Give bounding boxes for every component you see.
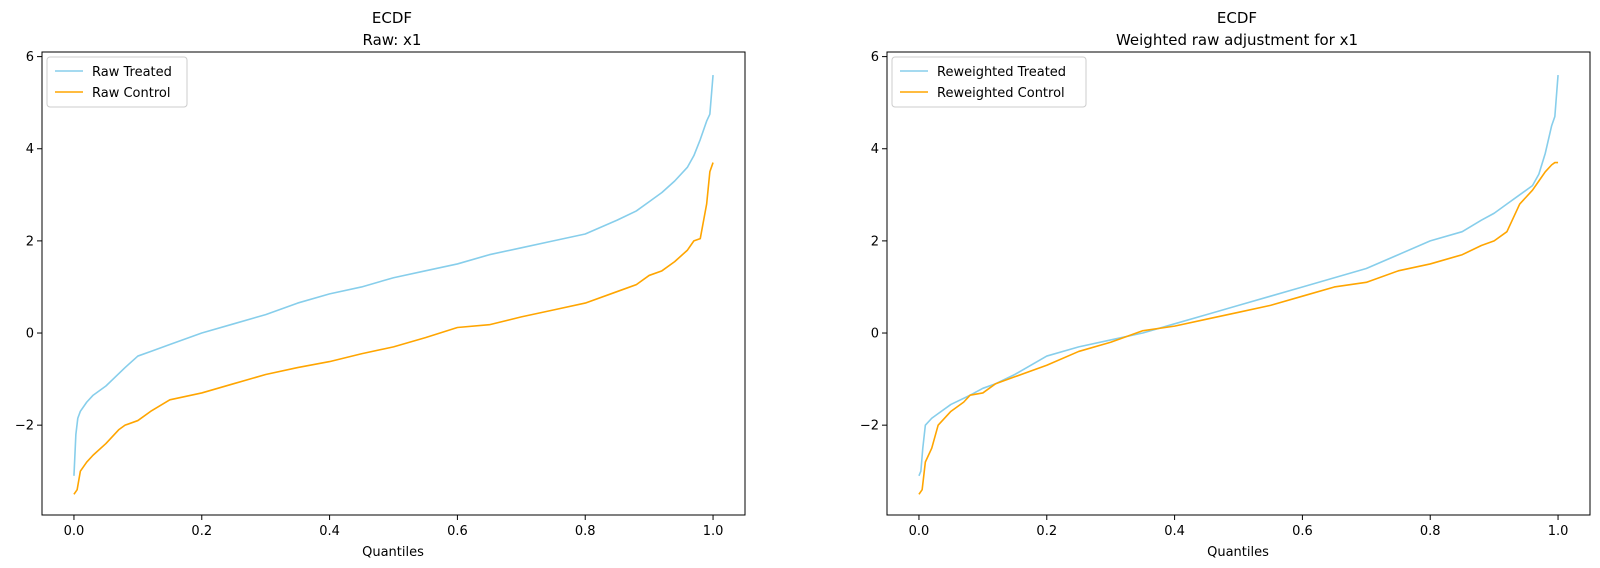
x-tick-label: 0.6: [1292, 524, 1313, 539]
chart-subtitle: Weighted raw adjustment for x1: [1116, 31, 1358, 49]
legend: Raw Treated Raw Control: [46, 56, 188, 108]
y-tick-label: 0: [871, 327, 879, 342]
x-tick-label: 0.4: [1164, 524, 1185, 539]
series-line-reweighted-treated: [918, 74, 1559, 477]
plot-frame: [886, 51, 1591, 516]
legend-label-raw-treated: Raw Treated: [92, 65, 172, 80]
plot-frame: [41, 51, 746, 516]
y-tick-label: 2: [871, 234, 879, 249]
x-tick-label: 0.2: [1036, 524, 1057, 539]
x-tick-label: 0.6: [447, 524, 468, 539]
x-tick-label: 0.8: [1420, 524, 1441, 539]
y-tick-label: −2: [860, 419, 879, 434]
series-line-raw-control: [73, 162, 714, 495]
x-tick-label: 0.2: [191, 524, 212, 539]
series-line-reweighted-control: [918, 161, 1559, 495]
x-tick-label: 0.0: [909, 524, 930, 539]
x-tick-label: 0.0: [64, 524, 85, 539]
chart-subtitle: Raw: x1: [363, 31, 422, 49]
y-tick-label: 0: [26, 327, 34, 342]
chart-panel-raw: ECDF Raw: x1 0.0 0.2 0.4 0.6 0.8 1.0 −2 0 2 4 6 Qu…: [15, 9, 746, 560]
y-tick-label: −2: [15, 419, 34, 434]
x-axis-label: Quantiles: [1207, 545, 1269, 560]
chart-title: ECDF: [1217, 9, 1257, 27]
y-tick-label: 6: [871, 50, 879, 65]
chart-title: ECDF: [372, 9, 412, 27]
chart-panel-weighted: ECDF Weighted raw adjustment for x1 0.0 0…: [860, 9, 1591, 560]
legend: Reweighted Treated Reweighted Control: [891, 56, 1087, 108]
y-tick-label: 4: [26, 142, 34, 157]
x-tick-label: 1.0: [703, 524, 724, 539]
legend-label-reweighted-control: Reweighted Control: [937, 86, 1065, 101]
x-tick-label: 0.4: [319, 524, 340, 539]
y-tick-label: 4: [871, 142, 879, 157]
x-tick-label: 1.0: [1548, 524, 1569, 539]
legend-label-reweighted-treated: Reweighted Treated: [937, 65, 1066, 80]
y-tick-label: 6: [26, 50, 34, 65]
x-axis-label: Quantiles: [362, 545, 424, 560]
x-tick-label: 0.8: [575, 524, 596, 539]
series-line-raw-treated: [73, 74, 714, 476]
legend-label-raw-control: Raw Control: [92, 86, 170, 101]
y-tick-label: 2: [26, 234, 34, 249]
